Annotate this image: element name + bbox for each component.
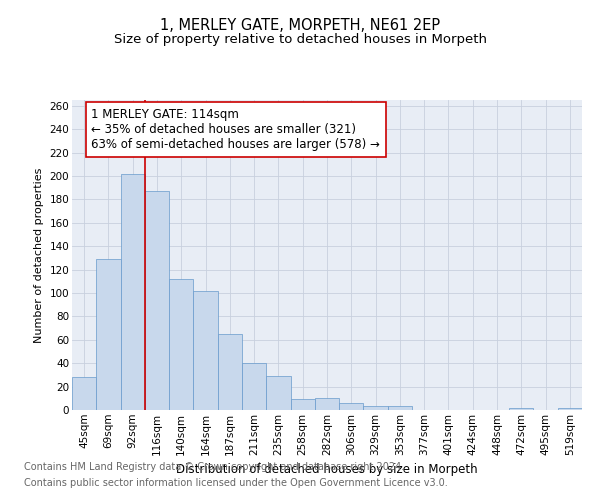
Bar <box>96 259 121 410</box>
Bar <box>315 398 339 410</box>
X-axis label: Distribution of detached houses by size in Morpeth: Distribution of detached houses by size … <box>176 463 478 476</box>
Bar <box>193 290 218 410</box>
Bar <box>72 377 96 410</box>
Bar <box>242 363 266 410</box>
Text: 1 MERLEY GATE: 114sqm
← 35% of detached houses are smaller (321)
63% of semi-det: 1 MERLEY GATE: 114sqm ← 35% of detached … <box>91 108 380 151</box>
Text: Contains HM Land Registry data © Crown copyright and database right 2024.: Contains HM Land Registry data © Crown c… <box>24 462 404 472</box>
Bar <box>290 400 315 410</box>
Bar <box>339 403 364 410</box>
Bar <box>169 279 193 410</box>
Text: 1, MERLEY GATE, MORPETH, NE61 2EP: 1, MERLEY GATE, MORPETH, NE61 2EP <box>160 18 440 32</box>
Bar <box>388 406 412 410</box>
Y-axis label: Number of detached properties: Number of detached properties <box>34 168 44 342</box>
Bar <box>509 408 533 410</box>
Bar <box>266 376 290 410</box>
Bar <box>364 406 388 410</box>
Text: Size of property relative to detached houses in Morpeth: Size of property relative to detached ho… <box>113 32 487 46</box>
Bar <box>218 334 242 410</box>
Bar <box>558 408 582 410</box>
Text: Contains public sector information licensed under the Open Government Licence v3: Contains public sector information licen… <box>24 478 448 488</box>
Bar <box>121 174 145 410</box>
Bar <box>145 191 169 410</box>
